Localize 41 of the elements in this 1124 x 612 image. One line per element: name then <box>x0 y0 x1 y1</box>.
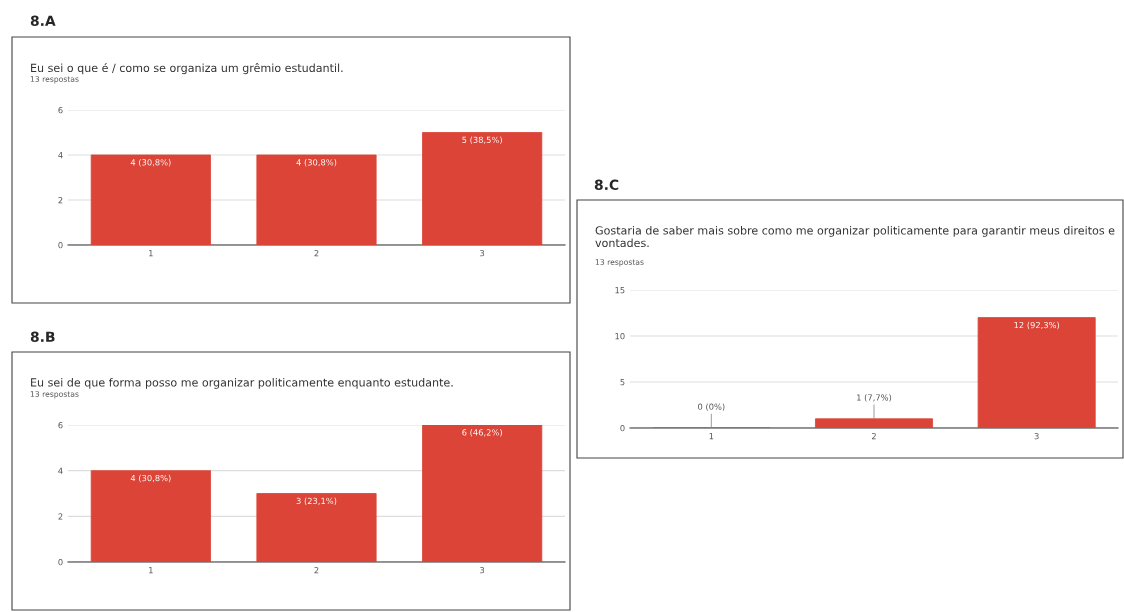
y-tick-label: 2 <box>58 196 63 204</box>
y-tick-label: 10 <box>615 332 625 340</box>
y-tick-label: 5 <box>620 379 625 386</box>
y-tick-label: 4 <box>58 152 63 159</box>
bar <box>815 418 933 428</box>
x-tick-label: 2 <box>314 250 319 257</box>
bar <box>422 425 543 562</box>
text: 8.B <box>30 331 55 343</box>
x-tick-label: 1 <box>709 433 714 440</box>
x-tick-label: 3 <box>480 567 485 574</box>
y-tick-label: 4 <box>58 467 63 474</box>
y-tick-label: 0 <box>58 558 63 566</box>
data-label: 4 (30,8%) <box>130 474 171 483</box>
data-label: 4 (30,8%) <box>296 159 337 167</box>
bar <box>977 317 1096 428</box>
chart-title: Eu sei de que forma posso me organizar politicamente enquanto estudante. <box>31 378 453 389</box>
y-tick-label: 15 <box>615 287 625 294</box>
x-tick-label: 1 <box>149 567 153 574</box>
data-label: 0 (0%) <box>698 403 725 411</box>
x-tick-label: 2 <box>871 433 876 440</box>
y-tick-label: 2 <box>58 513 63 520</box>
data-label: 12 (92,3%) <box>1014 321 1060 330</box>
y-tick-label: 0 <box>620 424 625 432</box>
y-tick-label: 6 <box>58 421 63 429</box>
data-label: 5 (38,5%) <box>462 136 502 144</box>
text: 8.A <box>30 15 56 27</box>
x-tick-label: 2 <box>314 567 319 574</box>
chart-title: Gostaria de saber mais sobre como me organizar politicamente para garantir meus direitos e vontades. <box>595 226 1115 248</box>
data-label: 3 (23,1%) <box>296 497 337 506</box>
data-label: 1 (7,7%) <box>857 394 892 402</box>
bar <box>90 470 211 562</box>
x-tick-label: 1 <box>149 250 153 257</box>
data-label: 4 (30,8%) <box>130 159 171 167</box>
bar <box>256 493 377 562</box>
data-label: 6 (46,2%) <box>462 429 502 437</box>
text: 8.C <box>594 179 619 191</box>
chart-title: Eu sei o que é / como se organiza um grêmio estudantil. <box>31 63 343 75</box>
x-tick-label: 3 <box>1034 433 1039 440</box>
y-tick-label: 6 <box>58 106 63 114</box>
y-tick-label: 0 <box>58 241 63 249</box>
x-tick-label: 3 <box>480 250 485 257</box>
